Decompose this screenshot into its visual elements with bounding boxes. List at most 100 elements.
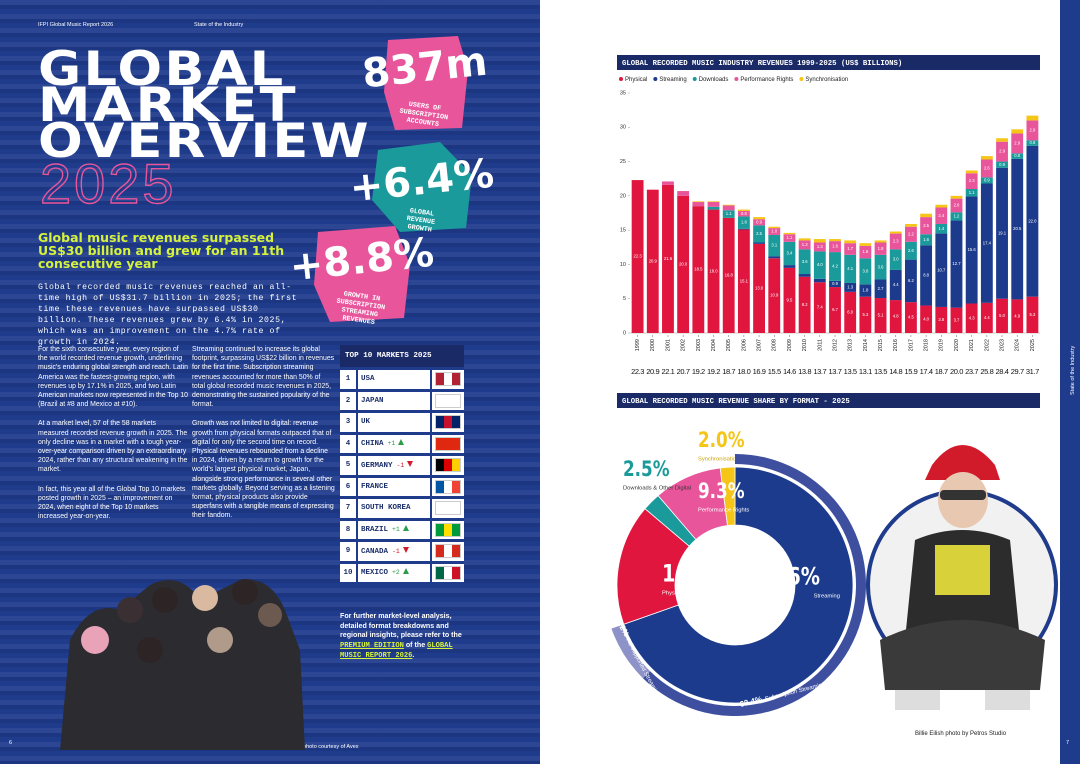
change-arrow xyxy=(398,439,405,446)
bar-segment xyxy=(707,202,720,207)
bar-segment xyxy=(889,231,902,234)
bar-segment xyxy=(844,254,857,283)
bar-segment xyxy=(935,223,948,234)
link[interactable]: GLOBAL MUSIC REPORT 2026 xyxy=(340,641,453,661)
segment-label: 1.3 xyxy=(847,285,853,290)
change: -1 xyxy=(396,461,405,469)
bar-segment xyxy=(737,216,750,229)
chart-title: GLOBAL RECORDED MUSIC INDUSTRY REVENUES … xyxy=(622,60,902,68)
market-cell: USA xyxy=(357,370,431,392)
flag-cell xyxy=(430,411,464,435)
x-tick-label: 2006 xyxy=(741,339,747,351)
side-strip xyxy=(1060,0,1080,764)
rank: 1 xyxy=(340,370,358,392)
bar-segment xyxy=(1026,140,1039,146)
x-tick-label: 2007 xyxy=(757,339,763,351)
segment-label: 2.9 xyxy=(1029,127,1035,132)
market-cell: GERMANY -1 xyxy=(357,454,431,478)
market: CANADA xyxy=(361,547,389,556)
x-tick-label: 2000 xyxy=(650,339,656,351)
legend-swatch xyxy=(734,77,739,81)
bar-segment xyxy=(996,161,1008,168)
bar-segment xyxy=(965,173,978,189)
flag-cell xyxy=(430,433,464,456)
bar-segment xyxy=(1026,120,1039,141)
change: +1 xyxy=(392,526,400,534)
change: +1 xyxy=(387,440,396,448)
bar-segment xyxy=(753,225,765,243)
share-name: Physical xyxy=(662,591,684,597)
share-name: Streaming xyxy=(814,594,840,600)
segment-label: 1.8 xyxy=(862,249,868,254)
market: GERMANY xyxy=(361,461,393,470)
segment-label: 18.5 xyxy=(694,267,703,272)
flag-cell xyxy=(430,390,464,413)
x-tick-label: 1999 xyxy=(635,339,641,351)
y-tick-label: 20 xyxy=(620,193,626,199)
bar-segment xyxy=(889,269,902,301)
market: SOUTH KOREA xyxy=(361,504,411,513)
title-line: OVERVIEW xyxy=(38,114,371,169)
bar-segment xyxy=(813,251,826,279)
bar-segment xyxy=(768,258,781,333)
bar-segment xyxy=(737,209,750,211)
flag xyxy=(435,501,461,516)
segment-label: 3.4 xyxy=(787,251,793,256)
total-label: 18.0 xyxy=(737,367,750,376)
rank: 6 xyxy=(340,476,358,499)
total-label: 13.7 xyxy=(813,367,826,376)
rank: 5 xyxy=(340,454,358,478)
note-text: For further market-level analysis, detai… xyxy=(340,612,462,639)
flag-cell xyxy=(430,370,464,392)
bar-segment xyxy=(813,278,826,283)
segment-label: 0.9 xyxy=(756,219,762,224)
legend-swatch xyxy=(692,77,697,81)
total-label: 13.5 xyxy=(844,367,857,376)
segment-label: 10.7 xyxy=(937,267,946,272)
market-cell: SOUTH KOREA xyxy=(357,497,431,521)
flag-cell xyxy=(430,562,464,585)
bar-segment xyxy=(920,234,933,246)
table-row: 1 USA xyxy=(340,370,464,392)
bar-segment xyxy=(829,287,841,333)
bar-segment xyxy=(844,282,857,292)
change-arrow xyxy=(402,568,409,575)
segment-label: 5.3 xyxy=(1029,312,1035,317)
bar-segment xyxy=(646,189,659,333)
segment-label: 21.6 xyxy=(664,256,673,261)
change-arrow xyxy=(402,525,409,532)
segment-label: 3.7 xyxy=(954,317,960,322)
segment-label: 2.9 xyxy=(1014,141,1020,146)
segment-label: 20.9 xyxy=(649,258,658,263)
flag xyxy=(435,372,461,387)
link[interactable]: PREMIUM EDITION xyxy=(340,641,404,650)
legend-swatch xyxy=(619,77,623,81)
top10: TOP 10 MARKETS 2025 1 USA 2 JAPAN 3 UK 4 CHINA +… xyxy=(340,345,464,585)
paragraph: Streaming continued to increase its glob… xyxy=(192,346,335,409)
bar-segment xyxy=(950,195,963,199)
market: USA xyxy=(361,375,375,384)
bar-segment xyxy=(889,233,902,250)
x-tick-label: 2008 xyxy=(772,339,778,351)
total-label: 16.9 xyxy=(753,367,766,376)
total-label: 20.0 xyxy=(950,367,963,376)
segment-label: 4.5 xyxy=(908,315,914,320)
bar-segment xyxy=(737,228,750,230)
share-label: 2.0% xyxy=(698,428,745,452)
y-tick-label: 0 xyxy=(623,330,626,336)
bar-segment xyxy=(844,240,857,244)
segment-label: 1.3 xyxy=(802,242,808,247)
market: UK xyxy=(361,418,371,427)
segment-label: 2.9 xyxy=(999,149,1005,154)
bar-segment xyxy=(662,181,674,185)
bar-segment xyxy=(692,206,705,333)
stat-value: +6.4% xyxy=(348,151,496,212)
total-label: 14.8 xyxy=(889,367,902,376)
segment-label: 22.0 xyxy=(1028,218,1037,223)
rank: 3 xyxy=(340,411,358,435)
segment-label: 4.8 xyxy=(893,314,899,319)
bar-segment xyxy=(692,201,705,203)
bar-segment xyxy=(1011,153,1024,159)
segment-label: 1.1 xyxy=(969,190,975,195)
